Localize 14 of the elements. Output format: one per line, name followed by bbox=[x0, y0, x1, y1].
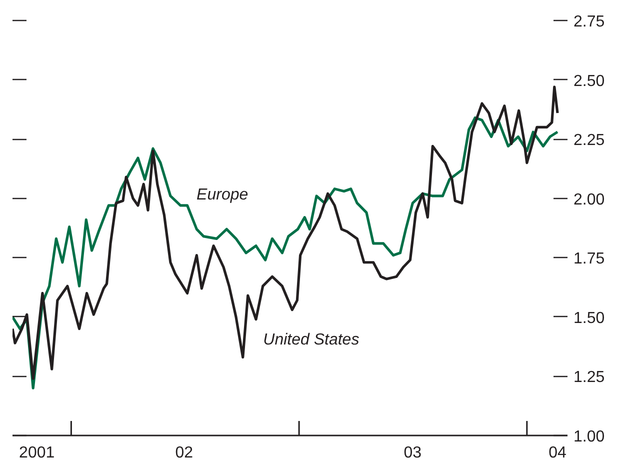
y-tick-label: 1.50 bbox=[574, 310, 605, 327]
series-label: Europe bbox=[196, 186, 248, 204]
x-tick-label: 2001 bbox=[19, 444, 55, 461]
y-tick-label: 1.75 bbox=[574, 250, 605, 268]
y-tick-label: 2.00 bbox=[574, 191, 605, 208]
x-tick-label: 03 bbox=[404, 444, 422, 461]
y-tick-label: 1.00 bbox=[574, 428, 605, 446]
y-tick-label: 2.75 bbox=[574, 14, 605, 30]
y-tick-label: 2.50 bbox=[574, 72, 605, 90]
y-tick-label: 1.25 bbox=[574, 369, 605, 386]
x-tick-label: 04 bbox=[548, 444, 567, 461]
series-label: United States bbox=[263, 331, 360, 348]
x-tick-label: 02 bbox=[175, 444, 194, 461]
y-tick-label: 2.25 bbox=[574, 132, 605, 150]
